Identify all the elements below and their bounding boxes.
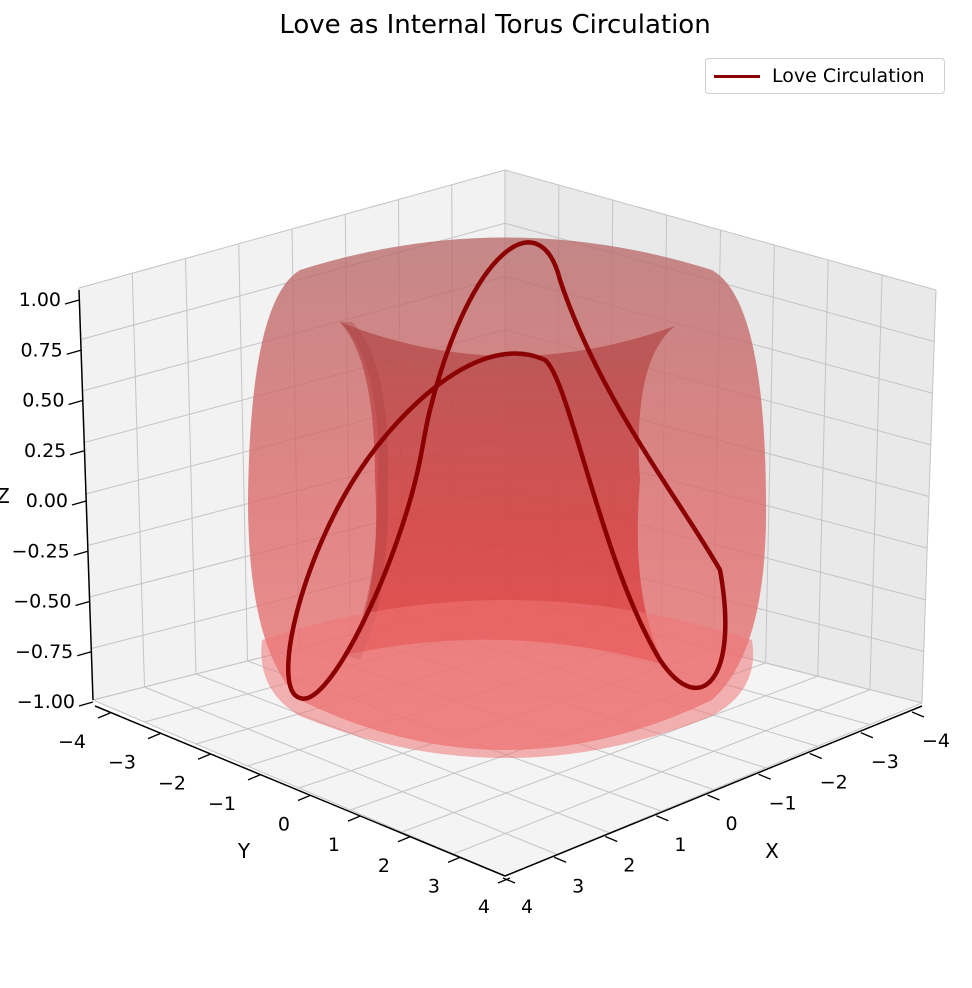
axis-lines [78, 289, 923, 877]
torus-inner-left-face [340, 322, 389, 660]
legend-label: Love Circulation [772, 65, 925, 87]
y-tick-label: 1 [328, 834, 340, 856]
y-tick [297, 794, 311, 802]
grid-line [869, 274, 883, 690]
x-tick [553, 856, 567, 863]
grid-line [453, 689, 871, 855]
x-tick [502, 877, 516, 884]
y-tick-label: 0 [278, 814, 290, 836]
y-tick [397, 836, 411, 843]
x-axis-line [504, 705, 923, 877]
x-tick-label: −1 [769, 792, 797, 814]
grid-line [401, 675, 818, 833]
y-axis-label: Y [237, 839, 251, 863]
z-tick-label: −0.75 [15, 641, 73, 663]
y-tick [97, 712, 111, 719]
x-axis-label: X [765, 839, 779, 863]
z-tick-label: 0.50 [22, 390, 64, 412]
x-tick-label: 3 [572, 875, 584, 897]
z-tick [70, 450, 85, 456]
z-tick [71, 500, 87, 506]
tick-marks [64, 299, 925, 884]
grid-line [817, 259, 829, 677]
x-tick [707, 794, 720, 801]
x-tick-label: −2 [820, 772, 848, 794]
z-tick-label: −0.25 [12, 540, 70, 562]
legend-line-swatch [714, 75, 760, 78]
y-tick-label: −1 [208, 793, 236, 815]
x-tick [860, 732, 874, 739]
y-axis-line [94, 705, 506, 877]
x-tick-label: 4 [521, 896, 533, 918]
x-tick-label: −3 [871, 751, 899, 773]
grid-line [921, 289, 937, 704]
torus-bottom-front [261, 600, 754, 758]
z-tick [66, 349, 81, 355]
x-tick [656, 815, 669, 822]
z-tick-label: 0.25 [24, 440, 66, 462]
z-tick [68, 399, 83, 406]
x-tick [809, 752, 822, 760]
z-tick [77, 651, 92, 657]
tick-labels: 1.00 0.75 0.50 0.25 0.00 −0.25 −0.50 −0.75 −1.00… [12, 289, 950, 918]
torus-hole [340, 322, 675, 665]
legend: Love Circulation [705, 58, 945, 94]
x-tick [758, 773, 771, 780]
z-tick [73, 550, 88, 556]
x-tick-label: 2 [623, 855, 635, 877]
grid-line [765, 244, 775, 663]
y-tick [147, 733, 161, 740]
x-tick-label: 0 [725, 813, 737, 835]
y-tick-label: −4 [58, 731, 86, 753]
y-tick-label: 4 [478, 896, 490, 918]
z-tick [78, 701, 94, 707]
z-tick-label: 1.00 [19, 289, 61, 311]
z-tick-label: −0.50 [13, 591, 71, 613]
y-tick [447, 856, 461, 863]
x-tick [911, 711, 925, 718]
z-tick [75, 600, 90, 607]
z-tick-label: 0.75 [20, 339, 62, 361]
love-circulation-line [286, 240, 728, 701]
x-tick-label: −4 [922, 730, 950, 752]
x-tick-label: 1 [674, 834, 686, 856]
z-tick-label: −1.00 [17, 691, 75, 713]
chart-title: Love as Internal Torus Circulation [279, 10, 711, 40]
x-tick [605, 835, 618, 843]
y-tick [197, 753, 211, 760]
y-tick [347, 815, 361, 822]
y-tick-label: −2 [158, 772, 186, 794]
y-tick-label: 2 [378, 855, 390, 877]
z-tick [64, 299, 80, 305]
y-tick [497, 877, 511, 884]
y-tick-label: 3 [428, 875, 440, 897]
z-axis-line [78, 289, 94, 701]
torus-surface [248, 237, 767, 758]
y-tick [247, 774, 261, 781]
z-axis-label: Z [0, 484, 10, 508]
y-tick-label: −3 [108, 752, 136, 774]
z-tick-label: 0.00 [26, 490, 68, 512]
